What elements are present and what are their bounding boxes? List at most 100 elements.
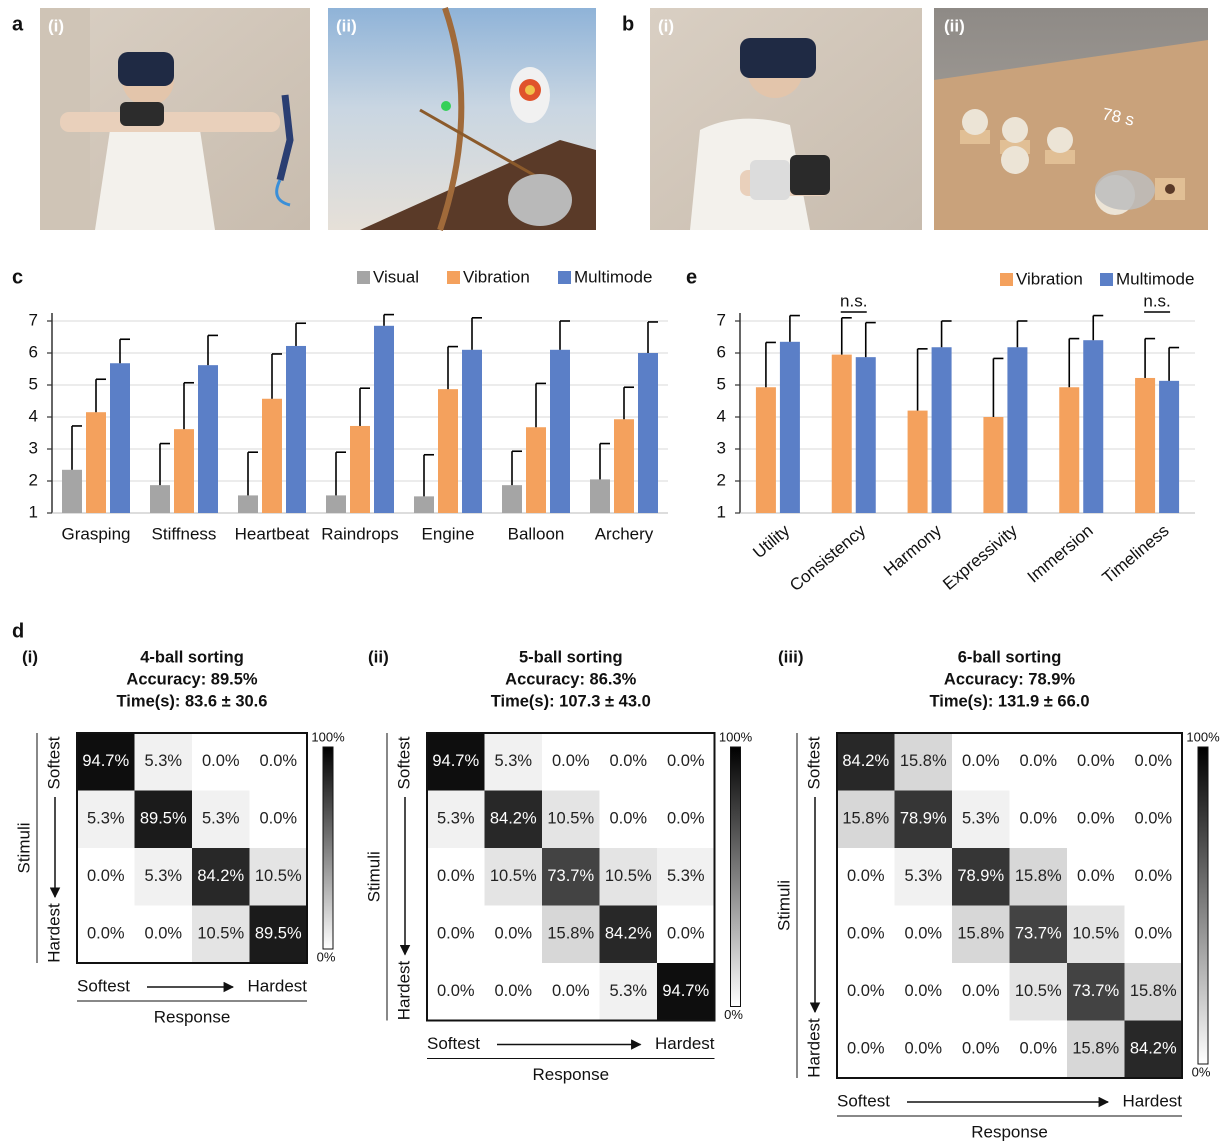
chart-subtitle: Time(s): 107.3 ± 43.0 — [491, 692, 651, 710]
y-tick-label: 7 — [29, 310, 38, 329]
cell-label: 78.9% — [957, 867, 1004, 885]
bar — [174, 429, 194, 513]
x-axis-label: Response — [532, 1065, 609, 1084]
x-tick-label: Heartbeat — [235, 524, 310, 543]
cell-label: 0.0% — [494, 982, 532, 1000]
cell-label: 0.0% — [1134, 925, 1172, 943]
cell-label: 15.8% — [842, 810, 889, 828]
cell-label: 0.0% — [904, 1040, 942, 1058]
bar — [462, 350, 482, 513]
panel-label: (iii) — [778, 647, 804, 666]
cell-label: 5.3% — [667, 867, 705, 885]
x-tick-label: Harmony — [880, 521, 945, 580]
cell-label: 15.8% — [1130, 982, 1177, 1000]
cell-label: 0.0% — [609, 752, 647, 770]
cell-label: 0.0% — [259, 810, 297, 828]
cell-label: 5.3% — [904, 867, 942, 885]
cell-label: 5.3% — [962, 810, 1000, 828]
y-end-label: Softest — [44, 736, 63, 789]
cell-label: 15.8% — [957, 925, 1004, 943]
panel-label: d — [12, 620, 24, 642]
cell-label: 15.8% — [900, 752, 947, 770]
photo — [40, 8, 310, 230]
x-tick-label: Grasping — [62, 524, 131, 543]
bar — [86, 412, 106, 513]
x-end-label: Hardest — [247, 976, 307, 995]
bar — [932, 347, 952, 513]
x-tick-label: Stiffness — [152, 524, 217, 543]
bar — [502, 485, 522, 513]
panel-label: c — [12, 266, 23, 288]
cell-label: 0.0% — [494, 925, 532, 943]
cell-label: 0.0% — [847, 1040, 885, 1058]
cell-label: 0.0% — [667, 752, 705, 770]
chart-title: 4-ball sorting — [140, 648, 244, 666]
cell-label: 0.0% — [609, 810, 647, 828]
bar — [638, 353, 658, 513]
bar — [550, 350, 570, 513]
cell-label: 0.0% — [87, 867, 125, 885]
chart-title: 6-ball sorting — [958, 648, 1062, 666]
figure: 78 s a(i)(ii)b(i)(ii)ced1234567GraspingS… — [0, 0, 1221, 1143]
x-tick-label: Balloon — [508, 524, 565, 543]
bar — [438, 389, 458, 513]
chart-subtitle: Time(s): 83.6 ± 30.6 — [117, 692, 268, 710]
cell-label: 10.5% — [197, 925, 244, 943]
cell-label: 0.0% — [847, 982, 885, 1000]
y-tick-label: 6 — [717, 342, 726, 361]
cell-label: 0.0% — [1019, 1040, 1057, 1058]
bar — [526, 427, 546, 513]
bar — [1083, 340, 1103, 513]
cell-label: 0.0% — [962, 752, 1000, 770]
colorbar — [731, 747, 741, 1007]
cell-label: 5.3% — [87, 810, 125, 828]
chart-subtitle: Accuracy: 89.5% — [126, 670, 257, 688]
colorbar-label: 100% — [311, 729, 345, 744]
cell-label: 0.0% — [259, 752, 297, 770]
bar — [238, 495, 258, 513]
panel-label: (i) — [658, 16, 674, 35]
legend-swatch — [1100, 273, 1113, 286]
x-end-label: Hardest — [1122, 1091, 1182, 1110]
cell-label: 10.5% — [1072, 925, 1119, 943]
panel-label: (i) — [48, 16, 64, 35]
chart-title: 5-ball sorting — [519, 648, 623, 666]
cell-label: 10.5% — [255, 867, 302, 885]
bar — [1159, 381, 1179, 513]
x-end-label: Hardest — [655, 1034, 715, 1053]
photo — [650, 8, 922, 230]
panel-label: (i) — [22, 647, 38, 666]
colorbar-label: 100% — [719, 729, 753, 744]
bar — [756, 387, 776, 513]
y-tick-label: 5 — [717, 374, 726, 393]
bar — [908, 411, 928, 513]
cell-label: 5.3% — [437, 810, 475, 828]
y-end-label: Hardest — [44, 903, 63, 963]
cell-label: 5.3% — [202, 810, 240, 828]
x-end-label: Softest — [427, 1034, 480, 1053]
bar — [150, 485, 170, 513]
cell-label: 0.0% — [437, 982, 475, 1000]
x-tick-label: Consistency — [786, 521, 870, 595]
x-tick-label: Utility — [749, 521, 793, 563]
y-axis-label: Stimuli — [774, 880, 793, 931]
y-end-label: Softest — [804, 736, 823, 789]
cell-label: 0.0% — [667, 810, 705, 828]
panel-label: a — [12, 13, 24, 35]
cell-label: 15.8% — [1015, 867, 1062, 885]
panel-label: b — [622, 13, 634, 35]
cell-label: 73.7% — [547, 867, 594, 885]
cell-label: 0.0% — [1077, 810, 1115, 828]
legend-swatch — [357, 271, 370, 284]
annotation: n.s. — [1143, 291, 1170, 310]
cell-label: 5.3% — [494, 752, 532, 770]
y-tick-label: 6 — [29, 342, 38, 361]
cell-label: 0.0% — [552, 982, 590, 1000]
cell-label: 5.3% — [144, 752, 182, 770]
cell-label: 0.0% — [144, 925, 182, 943]
cell-label: 0.0% — [437, 867, 475, 885]
y-tick-label: 4 — [29, 406, 38, 425]
colorbar-label: 100% — [1186, 729, 1220, 744]
x-tick-label: Immersion — [1024, 521, 1097, 587]
legend-label: Multimode — [574, 267, 652, 286]
